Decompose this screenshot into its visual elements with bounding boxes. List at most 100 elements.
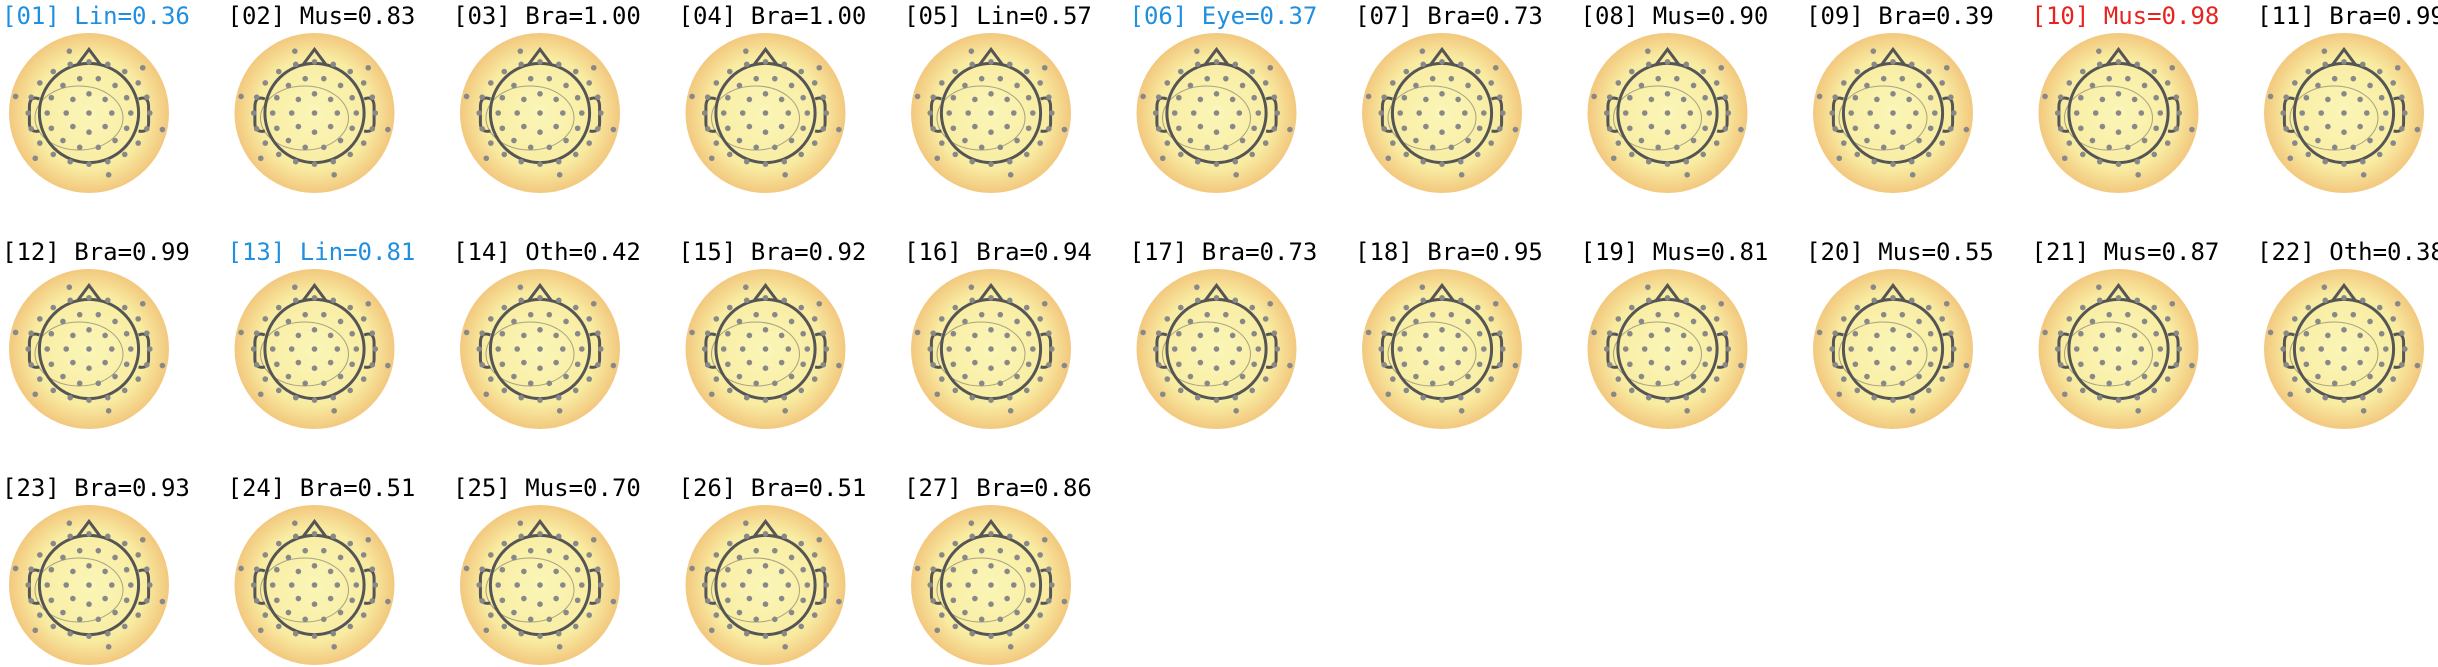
electrode	[1006, 61, 1013, 68]
electrode	[968, 520, 975, 526]
component-label: [01] Lin=0.36	[2, 2, 190, 30]
electrode	[1448, 380, 1455, 387]
electrode	[121, 151, 128, 158]
electrode	[2322, 394, 2329, 401]
electrode	[1223, 144, 1229, 151]
electrode	[701, 582, 708, 588]
electrode	[820, 330, 827, 336]
electrode	[2151, 68, 2158, 75]
electrode	[60, 554, 66, 561]
nose	[301, 282, 328, 303]
electrode	[1006, 630, 1013, 637]
electrode	[105, 172, 112, 178]
electrode	[2141, 137, 2148, 144]
electrode	[820, 566, 827, 572]
electrode	[144, 566, 150, 572]
electrode	[86, 633, 92, 639]
electrode	[1249, 304, 1256, 311]
electrode	[262, 140, 269, 146]
electrode	[76, 75, 83, 82]
component-label: [10] Mus=0.98	[2032, 2, 2220, 30]
electrode	[1948, 94, 1954, 100]
electrode	[2402, 346, 2408, 352]
electrode	[1871, 297, 1878, 304]
electrode	[2131, 123, 2138, 130]
electrode	[95, 380, 102, 387]
electrode	[1046, 330, 1052, 336]
electrode	[713, 140, 720, 146]
electrode	[66, 284, 73, 290]
electrode	[1381, 330, 1387, 336]
electrode	[1197, 123, 1204, 130]
electrode	[1232, 158, 1239, 165]
electrode	[1462, 110, 1468, 116]
electrode	[1700, 387, 1707, 394]
electrode	[2376, 151, 2383, 158]
electrode	[1854, 68, 1861, 75]
electrode	[753, 547, 759, 554]
nose	[1428, 282, 1456, 303]
electrode	[537, 563, 543, 569]
electrode	[939, 376, 945, 382]
electrode	[1046, 566, 1052, 572]
electrode	[1871, 158, 1878, 165]
electrode	[1187, 82, 1194, 89]
topomap: [17] Bra=0.73	[1130, 238, 1317, 429]
electrode	[262, 376, 269, 382]
electrode	[1852, 330, 1859, 337]
electrode	[1271, 330, 1278, 336]
electrode	[1684, 408, 1690, 414]
electrode	[1037, 376, 1043, 382]
component-label: [22] Oth=0.38	[2257, 238, 2438, 266]
electrode	[1500, 346, 1506, 352]
electrode	[337, 554, 344, 561]
electrode	[463, 93, 470, 100]
electrode	[360, 612, 367, 618]
electrode	[2131, 96, 2138, 103]
electrode	[2303, 330, 2310, 337]
electrode	[2169, 300, 2176, 307]
electrode	[511, 373, 517, 380]
electrode	[988, 91, 994, 97]
electrode	[962, 609, 968, 616]
electrode	[1718, 300, 1725, 307]
electrode	[1420, 61, 1427, 68]
electrode	[347, 540, 354, 547]
electrode	[334, 110, 341, 116]
electrode	[978, 311, 985, 318]
electrode	[1890, 327, 1896, 333]
electrode	[365, 300, 372, 307]
electrode	[743, 48, 749, 54]
electrode	[2299, 110, 2305, 116]
electrode	[1413, 82, 1419, 89]
electrode	[1061, 126, 1068, 133]
electrode	[1474, 304, 1481, 311]
electrode	[1401, 125, 1408, 132]
electrode	[1229, 359, 1236, 366]
electrode	[781, 394, 788, 401]
electrode	[962, 554, 968, 561]
electrode	[479, 126, 485, 132]
electrode	[2157, 346, 2164, 352]
electrode	[1615, 376, 1622, 382]
electrode	[1841, 80, 1847, 86]
electrode	[1004, 123, 1010, 130]
electrode	[67, 630, 74, 637]
electrode	[123, 125, 130, 132]
electrode	[2341, 365, 2347, 372]
electrode	[2390, 376, 2396, 382]
electrode	[762, 129, 769, 135]
electrode	[1606, 330, 1613, 336]
electrode	[1171, 346, 1178, 352]
electrode	[708, 155, 715, 162]
nose	[2105, 46, 2132, 67]
electrode	[1006, 158, 1013, 165]
electrode	[1423, 96, 1429, 103]
electrode	[988, 59, 994, 65]
electrode	[257, 627, 264, 634]
electrode	[746, 359, 753, 366]
electrode	[2350, 144, 2357, 151]
electrode	[1271, 362, 1278, 368]
electrode	[1004, 359, 1010, 366]
electrode	[269, 346, 276, 352]
